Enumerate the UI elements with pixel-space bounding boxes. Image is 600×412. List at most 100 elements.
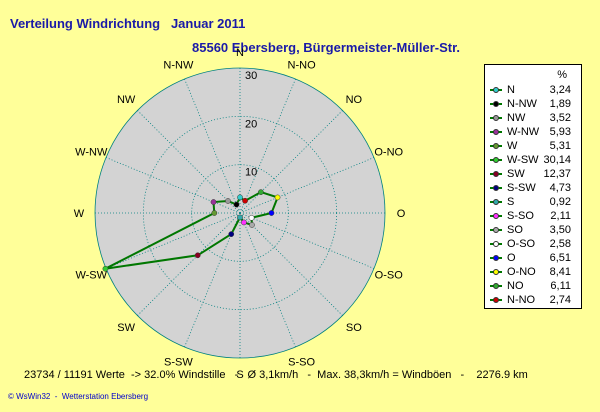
chart-title: Verteilung Windrichtung Januar 2011 <box>10 16 246 31</box>
legend-item: S-SO 2,11 <box>485 209 581 223</box>
legend-value: 6,51 <box>549 252 571 264</box>
legend-label: O-NO <box>507 266 536 278</box>
series-point <box>248 214 255 221</box>
legend-marker-swatch <box>493 199 499 205</box>
direction-label: N <box>236 47 244 59</box>
series-point <box>268 210 275 216</box>
legend-item: S-SW 4,73 <box>485 181 581 195</box>
polar-grid <box>94 67 386 359</box>
series-point <box>237 194 243 201</box>
legend-value: 6,11 <box>550 280 571 292</box>
grid-ring <box>191 164 289 262</box>
direction-label: NO <box>346 94 363 106</box>
legend-value: 8,41 <box>549 266 571 278</box>
direction-label: W-NW <box>75 146 108 158</box>
grid-spoke <box>137 110 241 214</box>
legend-marker-swatch <box>493 255 499 261</box>
legend-label: NW <box>507 112 526 124</box>
series-point <box>249 222 255 228</box>
radial-tick-labels: 10 20 30 <box>245 70 257 179</box>
legend-label: SO <box>507 224 523 236</box>
legend-item: O-NO 8,41 <box>485 265 581 279</box>
direction-label: SO <box>346 322 362 334</box>
legend-marker-swatch <box>493 241 499 247</box>
legend-marker-swatch <box>493 227 499 233</box>
legend-marker-swatch <box>493 115 499 121</box>
series-point <box>241 219 247 226</box>
direction-label: SW <box>117 322 135 334</box>
series-point <box>233 201 240 208</box>
series-point <box>194 252 201 259</box>
legend-marker-swatch <box>493 157 499 163</box>
direction-label: NW <box>117 94 136 106</box>
legend-item: N-NO 2,74 <box>485 293 581 307</box>
legend-item: O 6,51 <box>485 251 581 265</box>
series-point <box>242 197 248 204</box>
wind-series <box>102 189 281 272</box>
series-point <box>102 265 109 272</box>
grid-spoke <box>184 78 241 214</box>
legend-value: 1,89 <box>549 98 571 110</box>
legend-label: S-SO <box>507 210 534 222</box>
grid-spoke <box>105 157 241 214</box>
legend-item: SW 12,37 <box>485 167 581 181</box>
legend-value: 2,11 <box>550 210 571 222</box>
legend-item: SO 3,50 <box>485 223 581 237</box>
legend-unit: % <box>557 69 567 81</box>
grid-spoke <box>105 212 241 269</box>
legend: % N 3,24 N-NW 1,89 NW 3,52 W-NW 5,93 W 5,31 W-SW 30… <box>484 64 582 309</box>
legend-item: S 0,92 <box>485 195 581 209</box>
direction-label: W <box>74 208 85 220</box>
legend-marker-swatch <box>493 185 499 191</box>
legend-marker-swatch <box>493 283 499 289</box>
direction-label: S <box>236 369 243 381</box>
grid-spoke <box>239 157 375 214</box>
legend-value: 3,52 <box>549 112 571 124</box>
direction-label: S-SW <box>164 357 193 369</box>
legend-item: O-SO 2,58 <box>485 237 581 251</box>
legend-label: N-NW <box>507 98 537 110</box>
legend-value: 0,92 <box>549 196 571 208</box>
legend-item: NW 3,52 <box>485 111 581 125</box>
direction-label: N-NO <box>288 59 317 71</box>
legend-value: 2,58 <box>549 238 571 250</box>
grid-spoke <box>137 212 241 316</box>
direction-label: O-SO <box>375 270 404 282</box>
chart-subtitle: 85560 Ebersberg, Bürgermeister-Müller-St… <box>192 40 461 55</box>
series-point <box>274 194 281 201</box>
legend-marker-swatch <box>493 101 499 107</box>
legend-marker-swatch <box>493 297 499 303</box>
grid-spoke <box>239 110 343 214</box>
legend-item: W 5,31 <box>485 139 581 153</box>
legend-marker-swatch <box>493 129 499 135</box>
direction-label: N-NW <box>163 59 194 71</box>
radial-tick-label: 10 <box>245 167 257 179</box>
radial-tick-label: 30 <box>245 70 257 82</box>
direction-labels: N N-NO NO O-NO O O-SO SO S-SO S S-SW SW W-SW W W-NW NW… <box>74 47 406 381</box>
legend-marker-swatch <box>493 143 499 149</box>
legend-label: N <box>507 84 515 96</box>
legend-label: SW <box>507 168 525 180</box>
series-point <box>237 214 243 221</box>
legend-label: O <box>507 252 516 264</box>
legend-value: 5,31 <box>549 140 571 152</box>
legend-marker-swatch <box>493 171 499 177</box>
series-point <box>211 210 218 216</box>
direction-label: S-SO <box>288 357 315 369</box>
grid-ring <box>142 115 338 311</box>
legend-value: 3,50 <box>549 224 571 236</box>
grid-spoke <box>239 212 296 348</box>
series-point <box>258 189 264 195</box>
legend-value: 5,93 <box>549 126 571 138</box>
legend-value: 12,37 <box>543 168 571 180</box>
legend-value: 4,73 <box>549 182 571 194</box>
legend-label: O-SO <box>507 238 536 250</box>
legend-label: N-NO <box>507 294 536 306</box>
legend-label: NO <box>507 280 524 292</box>
direction-label: W-SW <box>75 270 107 282</box>
legend-value: 2,74 <box>549 294 571 306</box>
direction-label: O-NO <box>374 146 403 158</box>
legend-label: W-SW <box>507 154 539 166</box>
legend-marker-swatch <box>493 87 499 93</box>
